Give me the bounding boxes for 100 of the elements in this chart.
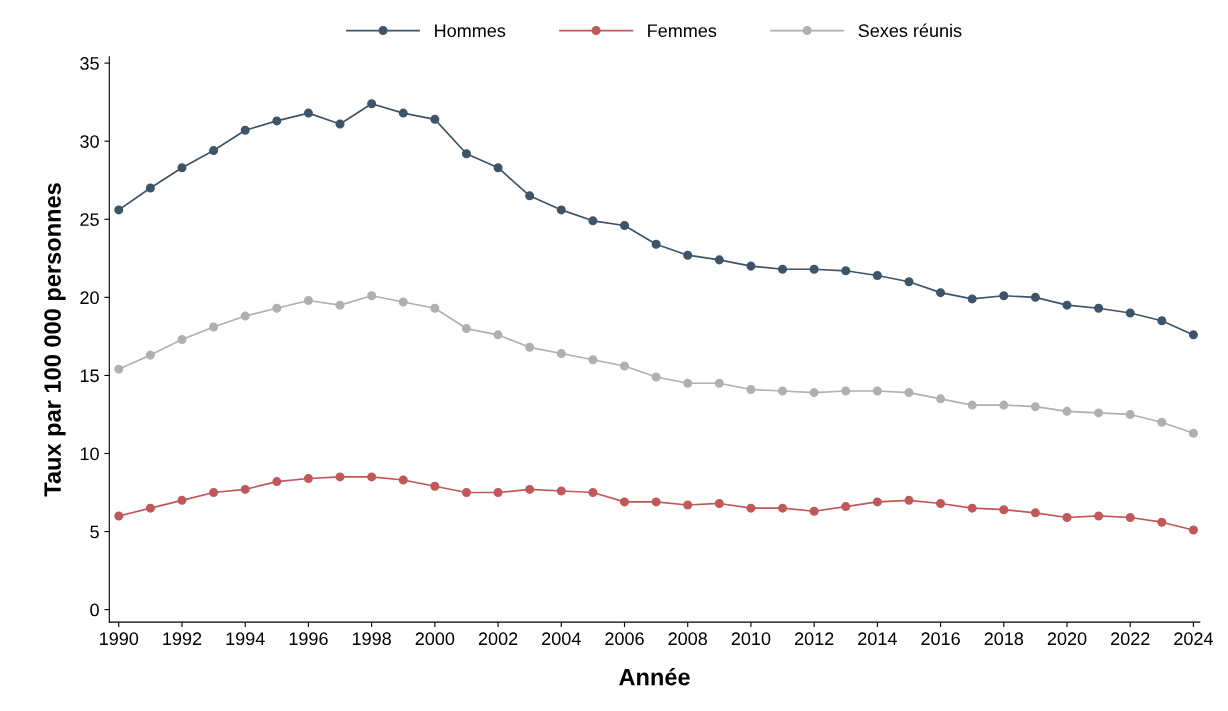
point bbox=[114, 511, 124, 521]
point bbox=[177, 495, 187, 505]
point bbox=[209, 146, 219, 156]
point bbox=[1157, 316, 1167, 326]
point bbox=[367, 291, 377, 301]
point bbox=[303, 473, 313, 483]
point bbox=[999, 400, 1009, 410]
legend-label: Sexes réunis bbox=[858, 23, 962, 38]
point bbox=[556, 205, 566, 215]
point bbox=[967, 400, 977, 410]
x-axis-title: Année bbox=[619, 667, 690, 686]
point bbox=[177, 163, 187, 173]
point bbox=[1188, 330, 1198, 340]
point bbox=[1030, 508, 1040, 518]
point bbox=[841, 386, 851, 396]
point bbox=[272, 303, 282, 313]
x-tick-label: 2018 bbox=[984, 632, 1024, 646]
point bbox=[872, 270, 882, 280]
point bbox=[1094, 408, 1104, 418]
point bbox=[114, 205, 124, 215]
point bbox=[430, 114, 440, 124]
point bbox=[1125, 308, 1135, 318]
point bbox=[1062, 512, 1072, 523]
point bbox=[335, 119, 345, 129]
point bbox=[619, 497, 630, 507]
point bbox=[1157, 417, 1167, 427]
point bbox=[936, 288, 946, 298]
x-tick-label: 1990 bbox=[100, 632, 139, 646]
x-tick-label: 1994 bbox=[226, 632, 265, 646]
point bbox=[493, 330, 503, 340]
y-tick-label: 20 bbox=[80, 291, 99, 305]
point bbox=[493, 163, 503, 173]
point bbox=[303, 108, 313, 118]
y-tick-label: 0 bbox=[90, 603, 99, 617]
point bbox=[872, 497, 882, 507]
y-tick-label: 5 bbox=[90, 525, 99, 539]
point bbox=[683, 500, 693, 510]
point bbox=[1125, 409, 1135, 419]
point bbox=[398, 297, 408, 307]
x-tick-label: 2020 bbox=[1047, 632, 1087, 646]
point bbox=[367, 99, 377, 109]
point bbox=[1062, 300, 1072, 310]
point bbox=[556, 349, 566, 359]
point bbox=[1094, 303, 1104, 313]
point bbox=[619, 361, 630, 371]
point bbox=[588, 488, 598, 498]
point bbox=[999, 505, 1009, 515]
point bbox=[177, 334, 187, 345]
x-tick-label: 2022 bbox=[1111, 632, 1150, 646]
point bbox=[240, 311, 250, 321]
point bbox=[809, 388, 819, 398]
point bbox=[746, 503, 756, 513]
y-tick-label: 30 bbox=[80, 135, 99, 148]
point bbox=[588, 216, 598, 226]
point bbox=[398, 108, 408, 118]
point bbox=[1030, 292, 1040, 302]
point bbox=[145, 503, 155, 513]
point bbox=[714, 498, 724, 508]
y-tick-label: 15 bbox=[80, 369, 99, 383]
point bbox=[430, 481, 440, 491]
point bbox=[872, 386, 882, 396]
point bbox=[714, 255, 724, 265]
x-tick-label: 2000 bbox=[415, 632, 455, 646]
legend-label: Femmes bbox=[648, 24, 717, 38]
point bbox=[841, 266, 851, 276]
point bbox=[114, 364, 124, 374]
point bbox=[240, 484, 250, 494]
point bbox=[809, 506, 819, 516]
point bbox=[1094, 511, 1104, 521]
point bbox=[904, 388, 914, 398]
x-tick-label: 1992 bbox=[163, 632, 202, 646]
point bbox=[525, 484, 535, 494]
point bbox=[778, 386, 788, 396]
point bbox=[461, 149, 471, 159]
point bbox=[651, 372, 661, 382]
x-tick-label: 2012 bbox=[794, 632, 834, 646]
x-tick-label: 2010 bbox=[731, 632, 771, 646]
point bbox=[936, 498, 946, 508]
point bbox=[335, 472, 345, 482]
x-tick-label: 1996 bbox=[289, 632, 328, 646]
x-tick-label: 2024 bbox=[1174, 632, 1213, 646]
point bbox=[367, 472, 377, 482]
point bbox=[493, 488, 503, 498]
point bbox=[525, 342, 535, 352]
point bbox=[1188, 525, 1198, 535]
point bbox=[240, 125, 250, 135]
point bbox=[209, 322, 219, 332]
y-tick-label: 25 bbox=[80, 213, 99, 226]
point bbox=[556, 486, 566, 496]
point bbox=[778, 264, 788, 274]
point bbox=[461, 324, 471, 334]
point bbox=[145, 183, 155, 193]
point bbox=[936, 394, 946, 404]
point bbox=[1062, 406, 1072, 416]
point bbox=[619, 221, 630, 231]
point bbox=[999, 291, 1009, 301]
point bbox=[683, 378, 693, 388]
point bbox=[1188, 428, 1198, 438]
point bbox=[904, 277, 914, 287]
point bbox=[714, 378, 724, 388]
